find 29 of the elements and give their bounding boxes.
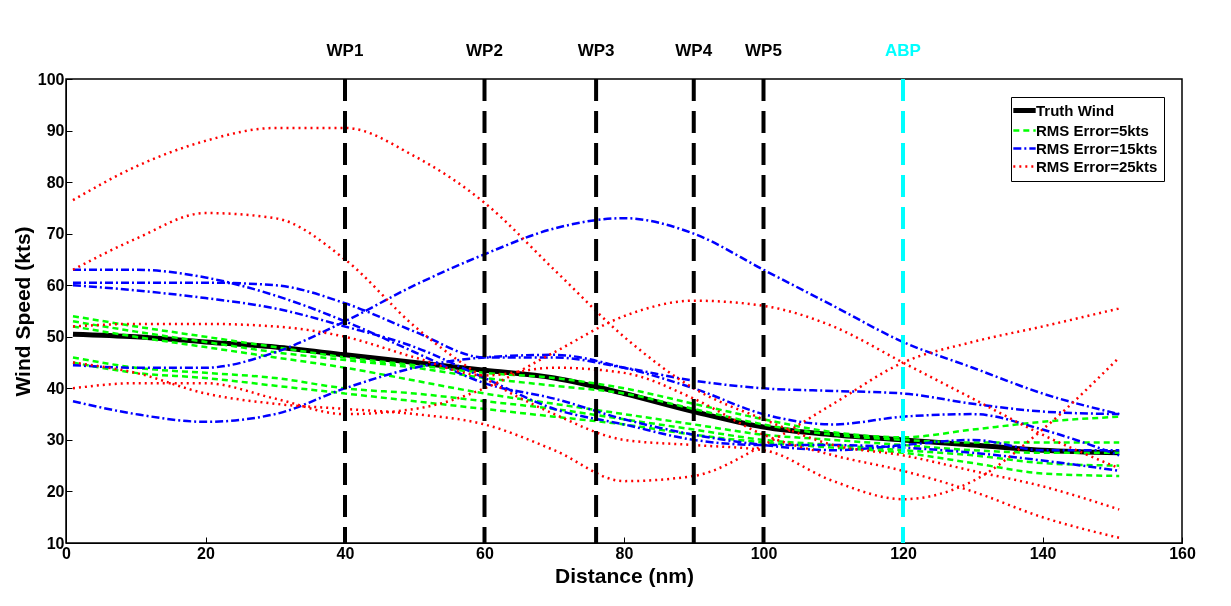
y-axis-title: Wind Speed (kts) — [10, 226, 34, 397]
y-tick-label: 30 — [46, 431, 65, 449]
y-tick-label: 100 — [37, 70, 65, 88]
x-axis-title: Distance (nm) — [555, 563, 694, 587]
ref-line-label: WP1 — [326, 41, 364, 60]
x-tick-label: 40 — [336, 544, 355, 562]
ref-line-label: WP4 — [675, 41, 713, 60]
y-tick-label: 20 — [46, 482, 65, 500]
ref-line-label: WP5 — [745, 41, 782, 60]
ref-line-label: ABP — [885, 41, 921, 60]
y-tick-label: 80 — [46, 173, 65, 191]
y-tick-label: 70 — [46, 225, 65, 243]
ref-line-label: WP2 — [466, 41, 503, 60]
legend-label: RMS Error=15kts — [1036, 139, 1158, 157]
x-tick-label: 100 — [750, 544, 778, 562]
x-tick-label: 160 — [1169, 544, 1196, 562]
y-tick-label: 40 — [46, 379, 65, 397]
x-tick-label: 80 — [615, 544, 634, 562]
x-tick-label: 60 — [476, 544, 494, 562]
y-tick-label: 90 — [46, 122, 65, 140]
x-tick-label: 140 — [1029, 544, 1057, 562]
x-tick-label: 120 — [890, 544, 917, 562]
y-tick-label: 50 — [46, 328, 65, 346]
x-tick-label: 20 — [197, 544, 215, 562]
y-tick-label: 60 — [46, 276, 65, 294]
legend-label: RMS Error=25kts — [1036, 157, 1158, 175]
legend-label: Truth Wind — [1036, 101, 1115, 119]
ref-line-label: WP3 — [577, 41, 615, 60]
legend-label: RMS Error=5kts — [1036, 121, 1149, 139]
